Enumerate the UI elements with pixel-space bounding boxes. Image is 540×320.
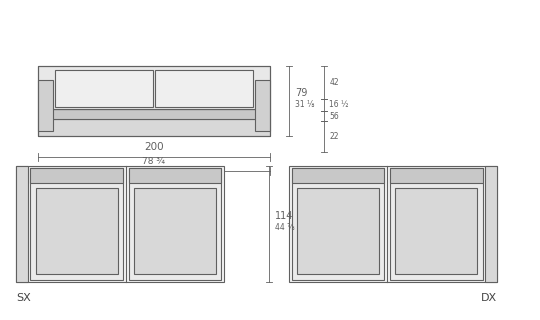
Text: 114: 114 (275, 211, 294, 221)
Bar (289, 166, 497, 282)
Bar (390, 168, 483, 182)
Bar (134, 188, 216, 275)
Bar (395, 188, 477, 275)
Bar (155, 70, 253, 107)
Bar (38, 109, 270, 119)
Bar (38, 66, 270, 109)
Bar (16, 166, 224, 282)
Text: DX: DX (481, 293, 497, 303)
Bar (38, 80, 53, 131)
Bar (30, 168, 123, 280)
Bar (292, 168, 384, 280)
Bar (485, 166, 497, 282)
Bar (129, 168, 221, 182)
Text: 16 ½: 16 ½ (329, 100, 349, 109)
Text: 79: 79 (295, 88, 308, 98)
Bar (38, 66, 270, 136)
Bar (129, 168, 221, 280)
Bar (30, 168, 123, 182)
Text: 42: 42 (329, 78, 339, 87)
Bar (16, 166, 28, 282)
Bar (292, 168, 384, 182)
Text: 31 ⅛: 31 ⅛ (295, 100, 315, 109)
Text: SX: SX (16, 293, 31, 303)
Text: 44 ⅞: 44 ⅞ (275, 223, 295, 232)
Text: 56: 56 (329, 112, 339, 121)
Bar (255, 80, 270, 131)
Bar (390, 168, 483, 280)
Text: 22: 22 (329, 132, 339, 141)
Bar (38, 119, 270, 136)
Bar (55, 70, 153, 107)
Bar (36, 188, 118, 275)
Text: 200: 200 (144, 142, 164, 152)
Text: 78 ¾: 78 ¾ (143, 157, 165, 166)
Bar (297, 188, 379, 275)
